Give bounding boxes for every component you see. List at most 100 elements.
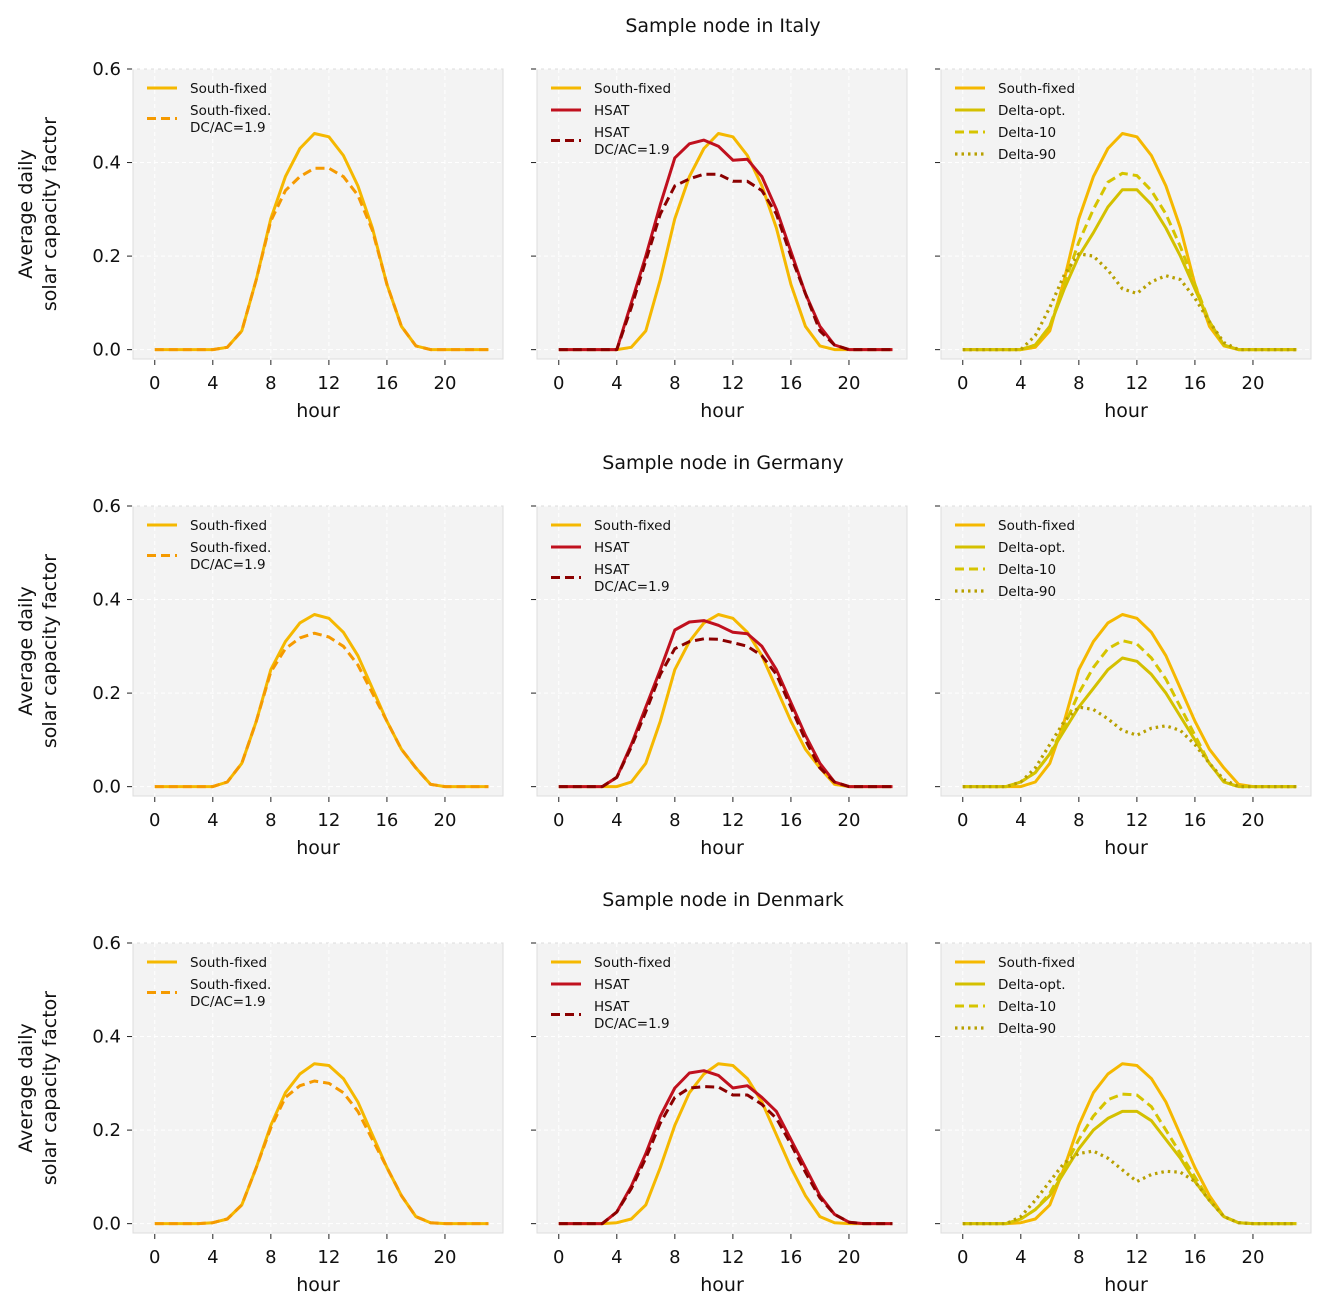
legend-label: Delta-90 <box>998 1021 1056 1037</box>
x-tick-label: 8 <box>669 373 680 394</box>
legend-label: South-fixed. <box>190 540 271 556</box>
x-tick-label: 12 <box>317 1247 340 1268</box>
x-tick-label: 20 <box>1242 810 1265 831</box>
x-tick-label: 0 <box>957 810 968 831</box>
x-tick-label: 0 <box>957 373 968 394</box>
legend-label: DC/AC=1.9 <box>594 142 670 158</box>
x-tick-label: 12 <box>721 810 744 831</box>
legend-label: South-fixed <box>998 81 1075 97</box>
x-axis-label: hour <box>700 1274 744 1296</box>
x-tick-label: 20 <box>838 810 861 831</box>
series-line <box>962 1092 1297 1226</box>
x-tick-label: 8 <box>1073 1247 1084 1268</box>
x-tick-label: 12 <box>721 373 744 394</box>
x-axis-label: hour <box>296 400 340 422</box>
y-tick-label: 0.6 <box>92 496 121 517</box>
x-tick-label: 8 <box>265 1247 276 1268</box>
row-title: Sample node in Germany <box>602 452 843 474</box>
chart-panel: 0 4 8 12 16 20hourSouth-fixedHSATHSATDC/AC=1.… <box>531 942 908 1296</box>
chart-row: Sample node in Denmark Average daily solar… <box>15 889 1312 1296</box>
y-tick-label: 0.2 <box>92 1120 121 1141</box>
legend-label: South-fixed <box>594 81 671 97</box>
plot-area <box>940 505 1312 797</box>
chart-panel: 0 4 8 12 16 20 hour South-fixed Delta-opt. Delta-… <box>935 68 1312 422</box>
legend-label: South-fixed <box>998 955 1075 971</box>
x-tick-label: 4 <box>207 810 218 831</box>
x-tick-label: 20 <box>434 1247 457 1268</box>
legend-label: DC/AC=1.9 <box>190 120 266 136</box>
legend-label: DC/AC=1.9 <box>190 994 266 1010</box>
x-axis-label: hour <box>296 837 340 859</box>
y-axis-label: Average daily solar capacity factor <box>15 554 61 748</box>
legend-label: Delta-opt. <box>998 977 1066 993</box>
x-tick-label: 0 <box>149 810 160 831</box>
legend-label: South-fixed <box>190 81 267 97</box>
series-line <box>154 1079 489 1226</box>
plot-area <box>940 942 1312 1234</box>
x-tick-label: 16 <box>779 373 802 394</box>
series-line <box>558 637 893 789</box>
y-axis-label: Average daily solar capacity factor <box>15 991 61 1185</box>
chart-panel: 0 4 8 12 16 20 hour South-fixed Delta-opt. Delta-… <box>935 505 1312 859</box>
x-tick-label: 8 <box>265 810 276 831</box>
x-tick-label: 16 <box>1183 810 1206 831</box>
legend-label: HSAT <box>594 999 630 1015</box>
series-line <box>558 613 893 789</box>
y-axis-label-line: Average daily <box>15 1023 37 1153</box>
x-tick-label: 20 <box>1242 373 1265 394</box>
x-tick-label: 4 <box>1015 1247 1026 1268</box>
y-axis-label-line: solar capacity factor <box>39 991 61 1185</box>
series-line <box>558 172 893 352</box>
y-tick-label: 0.4 <box>92 590 121 611</box>
x-tick-label: 8 <box>669 810 680 831</box>
x-axis-label: hour <box>700 400 744 422</box>
legend: South-fixed South-fixed.DC/AC=1.9 <box>147 518 271 573</box>
plot-area <box>536 68 908 360</box>
x-tick-label: 4 <box>1015 373 1026 394</box>
series-line <box>558 1062 893 1226</box>
legend-label: Delta-opt. <box>998 103 1066 119</box>
series-line <box>154 132 489 352</box>
x-tick-label: 0 <box>149 1247 160 1268</box>
y-axis-label: Average daily solar capacity factor <box>15 117 61 311</box>
legend-label: South-fixed <box>998 518 1075 534</box>
legend-label: South-fixed. <box>190 977 271 993</box>
x-tick-label: 12 <box>317 810 340 831</box>
legend: South-fixed South-fixed.DC/AC=1.9 <box>147 81 271 136</box>
x-tick-label: 4 <box>1015 810 1026 831</box>
y-axis-label-line: Average daily <box>15 586 37 716</box>
legend: South-fixed South-fixed.DC/AC=1.9 <box>147 955 271 1010</box>
x-tick-label: 16 <box>375 1247 398 1268</box>
x-axis-label: hour <box>700 837 744 859</box>
legend-label: South-fixed <box>190 518 267 534</box>
y-axis-label-line: Average daily <box>15 149 37 279</box>
chart-row: Sample node in Germany Average daily solar… <box>15 452 1312 859</box>
legend-label: South-fixed <box>594 518 671 534</box>
y-tick-label: 0.0 <box>92 1214 121 1235</box>
legend-label: DC/AC=1.9 <box>594 579 670 595</box>
row-title: Sample node in Italy <box>625 15 820 37</box>
series-line <box>558 1085 893 1226</box>
x-tick-label: 8 <box>1073 810 1084 831</box>
x-tick-label: 16 <box>779 810 802 831</box>
x-tick-label: 12 <box>1125 1247 1148 1268</box>
x-axis-label: hour <box>296 1274 340 1296</box>
legend-label: Delta-10 <box>998 999 1056 1015</box>
x-axis-label: hour <box>1104 837 1148 859</box>
plot-area <box>132 68 504 360</box>
chart-panel: 0 4 8 12 16 20hourSouth-fixedHSATHSATDC/AC=1.… <box>531 505 908 859</box>
series-line <box>962 171 1297 352</box>
legend-label: South-fixed <box>594 955 671 971</box>
x-tick-label: 4 <box>611 1247 622 1268</box>
chart-panel: 0.00.20.40.60 4 8 12 16 20hourSouth-fixedSout… <box>92 933 504 1296</box>
x-tick-label: 4 <box>611 810 622 831</box>
series-line <box>558 138 893 352</box>
chart-panel: 0 4 8 12 16 20 hour South-fixed Delta-opt. Delta-… <box>935 942 1312 1296</box>
legend-label: Delta-10 <box>998 562 1056 578</box>
y-axis-label-line: solar capacity factor <box>39 554 61 748</box>
legend-label: HSAT <box>594 562 630 578</box>
y-tick-label: 0.2 <box>92 683 121 704</box>
x-tick-label: 16 <box>779 1247 802 1268</box>
row-title: Sample node in Denmark <box>602 889 843 911</box>
